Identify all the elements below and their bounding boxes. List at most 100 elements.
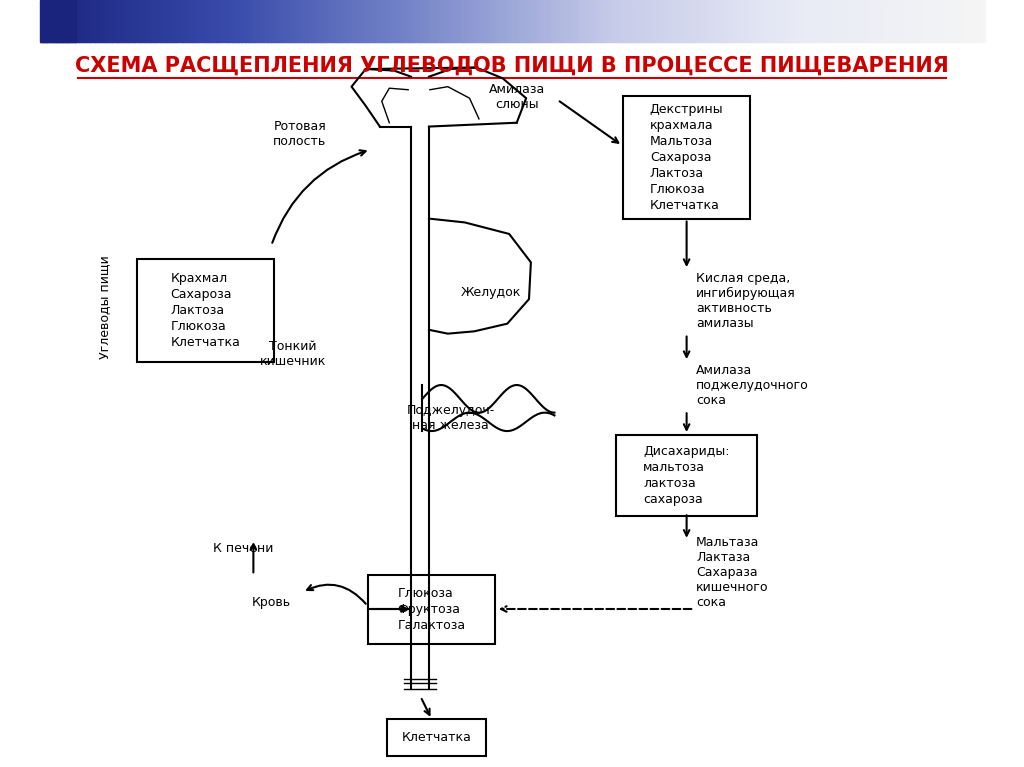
Bar <box>125 0 129 42</box>
Bar <box>406 0 410 42</box>
Bar <box>236 0 240 42</box>
Bar <box>776 0 780 42</box>
Bar <box>755 0 759 42</box>
Bar <box>433 0 437 42</box>
Bar <box>474 0 478 42</box>
Bar <box>896 0 900 42</box>
Bar <box>697 0 701 42</box>
Bar <box>761 0 765 42</box>
Bar <box>342 0 346 42</box>
Bar <box>445 0 450 42</box>
Bar <box>480 0 484 42</box>
Bar <box>188 0 193 42</box>
Bar <box>225 0 229 42</box>
Text: Глюкоза
Фруктоза
Галактоза: Глюкоза Фруктоза Галактоза <box>397 588 466 632</box>
Bar <box>887 0 891 42</box>
Bar <box>415 0 419 42</box>
Bar <box>459 0 463 42</box>
Bar <box>571 0 575 42</box>
Bar <box>506 0 510 42</box>
Bar <box>518 0 522 42</box>
Bar <box>873 0 878 42</box>
Bar <box>497 0 501 42</box>
Bar <box>228 0 232 42</box>
Bar <box>298 0 302 42</box>
Bar <box>597 0 601 42</box>
Bar <box>321 0 325 42</box>
Bar <box>615 0 620 42</box>
Bar <box>361 0 366 42</box>
Bar <box>623 0 627 42</box>
Bar <box>330 0 334 42</box>
Bar <box>911 0 915 42</box>
Bar <box>427 0 431 42</box>
Bar <box>232 0 237 42</box>
Bar <box>565 0 569 42</box>
Bar <box>489 0 494 42</box>
Bar <box>629 0 633 42</box>
Bar <box>958 0 963 42</box>
Bar <box>144 0 148 42</box>
Text: К печени: К печени <box>213 542 273 555</box>
Bar <box>456 0 460 42</box>
Bar <box>688 0 692 42</box>
Bar <box>940 0 944 42</box>
FancyBboxPatch shape <box>387 719 486 756</box>
Bar <box>663 0 667 42</box>
Bar <box>890 0 894 42</box>
Bar <box>351 0 355 42</box>
Bar <box>310 0 314 42</box>
Bar <box>556 0 560 42</box>
Bar <box>962 0 966 42</box>
Bar <box>486 0 490 42</box>
Bar <box>147 0 152 42</box>
Bar <box>861 0 865 42</box>
Bar <box>500 0 504 42</box>
Bar <box>280 0 284 42</box>
Bar <box>562 0 566 42</box>
Bar <box>248 0 252 42</box>
Bar <box>591 0 595 42</box>
Bar <box>100 0 104 42</box>
Bar <box>201 0 205 42</box>
Bar <box>638 0 642 42</box>
Text: Амилаза
поджелудочного
сока: Амилаза поджелудочного сока <box>696 364 809 407</box>
Bar <box>210 0 214 42</box>
Bar <box>453 0 457 42</box>
Bar <box>707 0 711 42</box>
Bar <box>808 0 812 42</box>
Bar <box>389 0 393 42</box>
Bar <box>748 0 752 42</box>
Bar <box>541 0 545 42</box>
Bar <box>902 0 906 42</box>
Bar <box>796 0 800 42</box>
Bar <box>157 0 161 42</box>
Bar <box>738 0 742 42</box>
Bar <box>924 0 928 42</box>
Bar <box>348 0 352 42</box>
Bar <box>899 0 903 42</box>
Bar <box>401 0 406 42</box>
Bar <box>864 0 868 42</box>
Bar <box>849 0 853 42</box>
Bar <box>386 0 390 42</box>
Bar <box>635 0 639 42</box>
Bar <box>128 0 132 42</box>
Bar <box>84 0 88 42</box>
Bar <box>509 0 513 42</box>
Bar <box>245 0 249 42</box>
Bar <box>181 0 185 42</box>
Bar <box>140 0 144 42</box>
Bar <box>494 0 498 42</box>
Bar <box>260 0 264 42</box>
Bar <box>515 0 519 42</box>
Bar <box>694 0 698 42</box>
Bar <box>286 0 290 42</box>
Bar <box>802 0 806 42</box>
Bar <box>867 0 871 42</box>
Bar <box>477 0 481 42</box>
Bar <box>160 0 164 42</box>
Bar <box>700 0 705 42</box>
Bar <box>714 0 718 42</box>
Bar <box>632 0 636 42</box>
